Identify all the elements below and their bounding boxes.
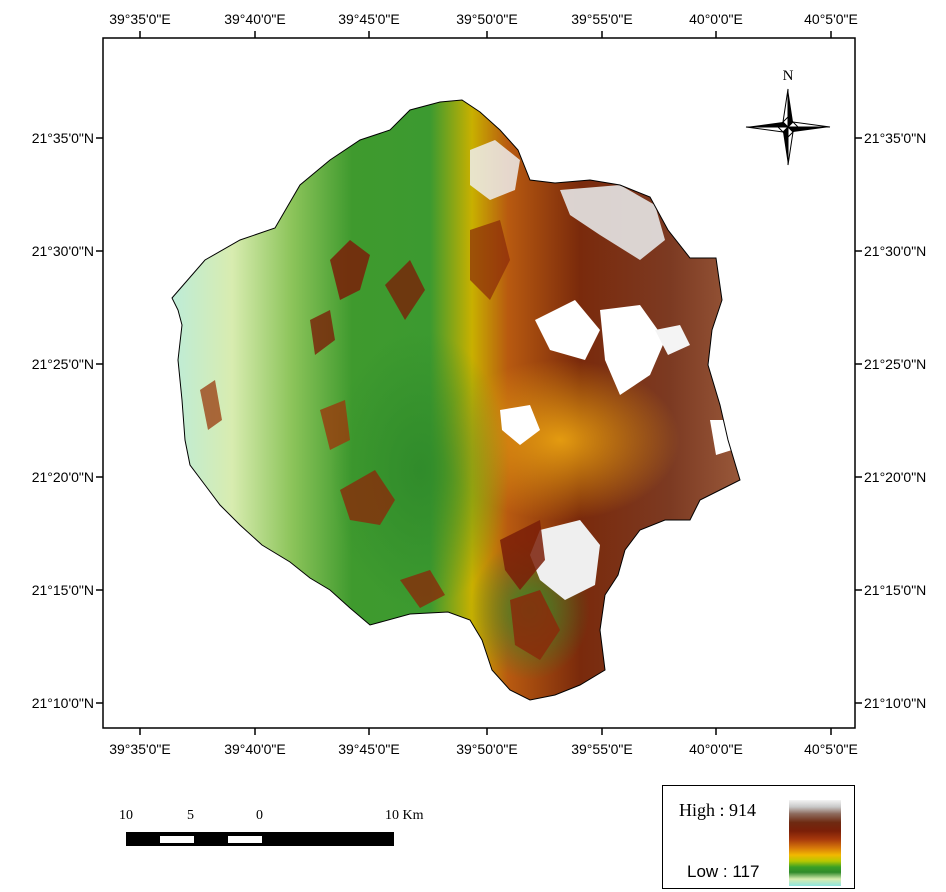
lon-label-top: 39°45'0"E (338, 11, 400, 27)
scale-label-10-km: 10 Km (385, 808, 424, 823)
lat-label-right: 21°30'0"N (864, 243, 926, 259)
lat-label-left: 21°25'0"N (32, 356, 94, 372)
legend-high-label: High : 914 (679, 800, 757, 820)
scale-bar (126, 832, 394, 846)
lon-label-top: 40°5'0"E (804, 11, 858, 27)
lat-label-left: 21°20'0"N (32, 469, 94, 485)
scale-label-10: 10 (119, 808, 133, 823)
lat-label-right: 21°25'0"N (864, 356, 926, 372)
scale-label-5: 5 (187, 808, 194, 823)
lat-label-right: 21°10'0"N (864, 695, 926, 711)
lon-label-bottom: 39°35'0"E (109, 741, 171, 757)
graticule-ticks: 39°35'0"E 39°35'0"E 39°40'0"E 39°40'0"E 39°4… (32, 11, 927, 757)
lon-label-top: 40°0'0"E (689, 11, 743, 27)
lon-label-top: 39°40'0"E (224, 11, 286, 27)
lon-label-top: 39°50'0"E (456, 11, 518, 27)
legend-low-label: Low : 117 (687, 862, 760, 881)
lon-label-bottom: 39°45'0"E (338, 741, 400, 757)
lat-label-left: 21°15'0"N (32, 582, 94, 598)
lon-label-bottom: 40°0'0"E (689, 741, 743, 757)
north-arrow (745, 88, 831, 166)
elevation-legend: High : 914 Low : 117 (662, 785, 855, 889)
lat-label-left: 21°30'0"N (32, 243, 94, 259)
lon-label-bottom: 40°5'0"E (804, 741, 858, 757)
lat-label-right: 21°20'0"N (864, 469, 926, 485)
lon-label-top: 39°55'0"E (571, 11, 633, 27)
lon-label-bottom: 39°55'0"E (571, 741, 633, 757)
lon-label-top: 39°35'0"E (109, 11, 171, 27)
lon-label-bottom: 39°40'0"E (224, 741, 286, 757)
lat-label-right: 21°35'0"N (864, 130, 926, 146)
lat-label-right: 21°15'0"N (864, 582, 926, 598)
lon-label-bottom: 39°50'0"E (456, 741, 518, 757)
lat-label-left: 21°10'0"N (32, 695, 94, 711)
scale-label-0: 0 (256, 808, 263, 823)
basin-outline (171, 99, 741, 701)
legend-color-ramp (789, 800, 841, 886)
north-label: N (783, 68, 794, 84)
lat-label-left: 21°35'0"N (32, 130, 94, 146)
